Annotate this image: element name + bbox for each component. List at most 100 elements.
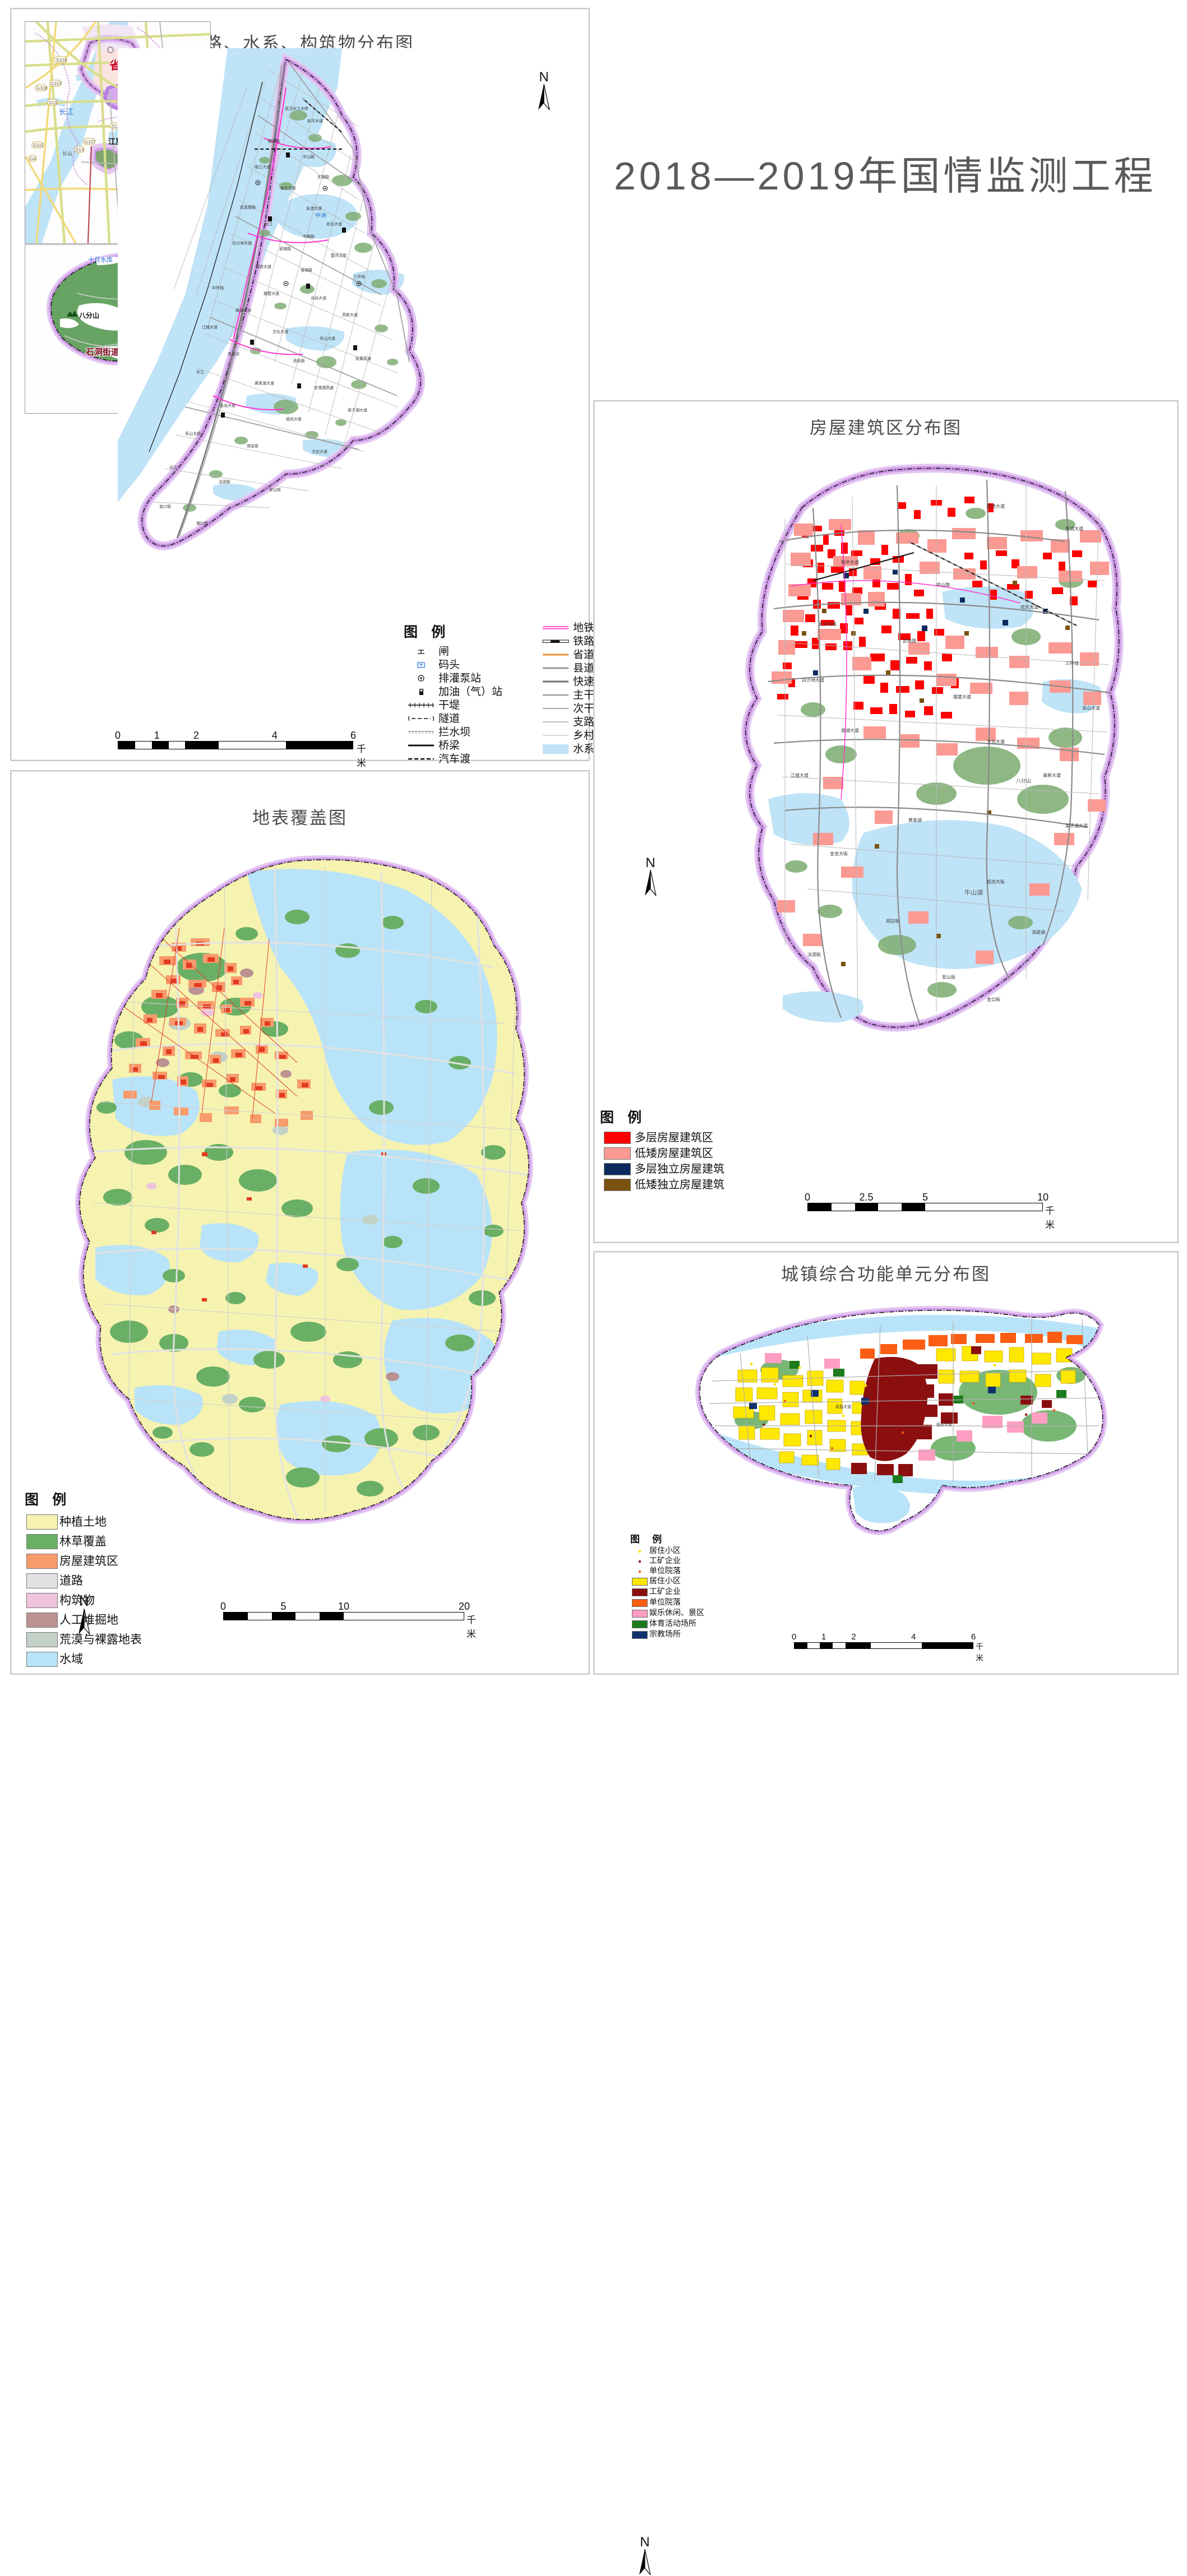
svg-text:江城大道: 江城大道	[202, 325, 218, 330]
svg-text:黄家湖: 黄家湖	[908, 817, 922, 823]
legend-label: 多层房屋建筑区	[635, 1131, 713, 1144]
legend-item: 人工堆掘地	[25, 1610, 142, 1629]
scale-tick: 20	[458, 1601, 470, 1612]
legend-item: 单位院落	[630, 1567, 704, 1576]
scalebar-function: 0 1 2 4 6 千米	[792, 1632, 983, 1663]
svg-text:武珞路: 武珞路	[279, 246, 291, 251]
legend-item: 隧道	[404, 712, 533, 725]
svg-text:和平大道: 和平大道	[307, 118, 323, 123]
scale-tick: 5	[280, 1601, 287, 1612]
structure-swatch	[25, 1592, 59, 1608]
svg-text:安山街: 安山街	[269, 487, 281, 492]
gas-station-icon	[404, 688, 438, 696]
svg-text:法泗街: 法泗街	[807, 952, 821, 957]
map-title-function: 城镇综合功能单元分布图	[781, 1264, 991, 1284]
scale-unit: 千米	[1045, 1206, 1055, 1230]
legend-item: 工矿企业	[630, 1556, 704, 1566]
tunnel-icon	[404, 715, 438, 722]
svg-text:友谊大道: 友谊大道	[306, 206, 322, 211]
legend-item: 单位院落	[630, 1598, 704, 1608]
scale-unit: 千米	[467, 1615, 476, 1639]
excavated-land-swatch	[25, 1612, 59, 1628]
svg-text:金口街: 金口街	[987, 997, 1000, 1002]
gate-icon	[404, 647, 438, 655]
svg-text:G107: G107	[51, 81, 62, 86]
svg-text:京港澳高速: 京港澳高速	[314, 385, 334, 390]
svg-text:雄楚大道: 雄楚大道	[264, 291, 279, 296]
map-title-buildings: 房屋建筑区分布图	[810, 418, 962, 438]
scale-unit: 千米	[976, 1643, 983, 1663]
map-title-landcover: 地表覆盖图	[252, 808, 348, 828]
north-letter: N	[79, 1594, 89, 1609]
legend-label: 加油（气）站	[438, 685, 503, 698]
svg-text:金口街: 金口街	[159, 504, 171, 509]
svg-text:武黄高速: 武黄高速	[355, 356, 371, 361]
legend-label: 低矮房屋建筑区	[635, 1147, 713, 1160]
legend-label: 县道	[573, 662, 595, 674]
legend-heading: 图 例	[600, 1110, 647, 1125]
legend-item: 支路	[538, 716, 673, 728]
svg-text:江城大道: 江城大道	[791, 772, 809, 778]
legend-item: 汽车渡	[404, 753, 533, 765]
svg-text:纸坊大街: 纸坊大街	[936, 1422, 952, 1427]
legend-item: 多层房屋建筑区	[600, 1130, 724, 1145]
svg-text:长江: 长江	[265, 221, 272, 226]
wharf-icon	[404, 661, 438, 669]
svg-text:关山大道: 关山大道	[1082, 705, 1100, 711]
svg-text:金龙大街: 金龙大街	[830, 851, 848, 856]
legend-heading: 图 例	[630, 1534, 667, 1545]
legend-roads: 图 例 闸 码头 排灌泵站	[404, 621, 673, 766]
scale-unit: 千米	[357, 744, 366, 768]
legend-item: 县道	[538, 662, 673, 674]
legend-label: 水系	[573, 743, 595, 755]
svg-text:安山街: 安山街	[942, 974, 955, 980]
county-road-icon	[538, 665, 573, 671]
scale-tick: 1	[154, 730, 160, 741]
bridge-icon	[404, 742, 438, 749]
scale-tick: 2	[193, 730, 199, 741]
svg-text:文化大道: 文化大道	[987, 739, 1005, 744]
low-independent-swatch	[600, 1178, 635, 1191]
legend-item: 水系	[538, 743, 673, 755]
svg-text:欢乐大道: 欢乐大道	[1020, 604, 1038, 610]
legend-item: 铁路	[538, 635, 673, 647]
svg-text:武金堤路: 武金堤路	[240, 205, 256, 210]
legend-label: 林草覆盖	[59, 1534, 107, 1548]
legend-label: 桥梁	[438, 739, 460, 752]
legend-label: 多层独立房屋建筑	[635, 1162, 724, 1175]
legend-item: 体育活动场所	[630, 1619, 704, 1629]
legend-landcover: 图 例 种植土地 林草覆盖 房屋建筑区 道路 构筑物 人工堆掘地 荒漠与裸露地表	[25, 1489, 142, 1669]
svg-text:雄楚大道: 雄楚大道	[953, 694, 971, 699]
legend-label: 房屋建筑区	[59, 1554, 118, 1568]
svg-text:东湖路: 东湖路	[317, 174, 329, 179]
svg-text:黄家湖大道: 黄家湖大道	[255, 381, 274, 386]
legend-label: 排灌泵站	[438, 672, 482, 684]
industrial-point-icon	[630, 1559, 649, 1564]
svg-text:白沙洲大道: 白沙洲大道	[232, 240, 252, 245]
legend-label: 汽车渡	[438, 753, 471, 765]
legend-item: 地铁	[538, 622, 673, 634]
multi-story-building-swatch	[600, 1131, 635, 1144]
svg-text:解放大道: 解放大道	[256, 264, 271, 269]
rural-road-icon	[538, 732, 573, 739]
road-swatch	[25, 1573, 59, 1588]
religion-area-swatch	[630, 1631, 649, 1639]
legend-label: 工矿企业	[649, 1588, 681, 1596]
legend-label: 道路	[59, 1573, 83, 1587]
svg-text:长江: 长江	[196, 369, 204, 374]
legend-item: 多层独立房屋建筑	[600, 1161, 724, 1176]
scale-tick: 10	[338, 1601, 350, 1612]
scale-tick: 0	[804, 1192, 811, 1203]
svg-text:欢乐大道: 欢乐大道	[326, 221, 342, 226]
north-arrow-roads: N	[533, 70, 555, 111]
legend-item: 拦水坝	[404, 726, 533, 738]
svg-text:十月水库: 十月水库	[88, 256, 113, 263]
secondary-road-icon	[538, 705, 573, 712]
north-letter: N	[539, 70, 549, 85]
scalebar-roads: 0 1 2 4 6 千米	[115, 730, 366, 768]
svg-text:长江: 长江	[169, 465, 177, 470]
svg-text:楚河汉街: 楚河汉街	[331, 253, 347, 258]
legend-label: 地铁	[573, 622, 595, 634]
legend-item: 加油（气）站	[404, 685, 533, 698]
industrial-area-swatch	[630, 1588, 649, 1596]
